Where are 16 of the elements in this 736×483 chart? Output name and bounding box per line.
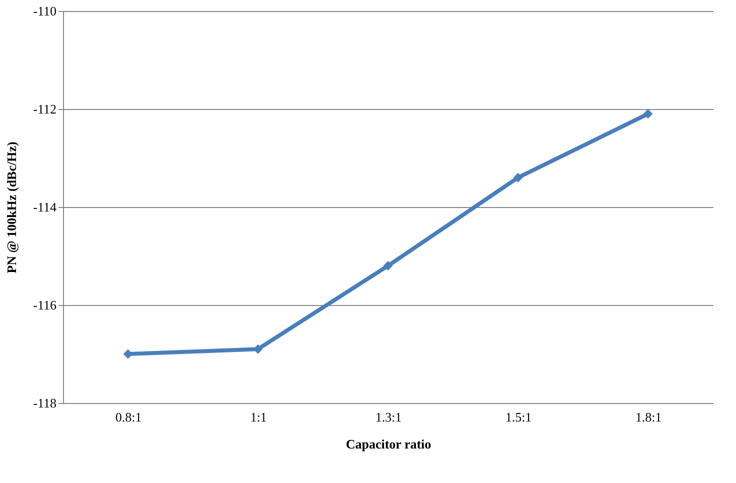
y-tick-label: -110 [33, 4, 56, 18]
x-tick-label: 0.8:1 [115, 410, 142, 424]
x-tick-label: 1.5:1 [505, 410, 532, 424]
point [383, 261, 393, 271]
y-axis-title: PN @ 100kHz (dBc/Hz) [4, 142, 20, 274]
point [513, 172, 523, 182]
point [123, 349, 133, 359]
x-axis-title: Capacitor ratio [346, 436, 432, 452]
x-tick-label: 1.8:1 [635, 410, 662, 424]
y-tick-label: -116 [33, 298, 57, 312]
y-tick-label: -118 [33, 396, 56, 410]
x-tick-label: 1.3:1 [375, 410, 402, 424]
x-tick-label: 1:1 [250, 410, 267, 424]
y-tick-label: -114 [33, 200, 57, 214]
y-tick-label: -112 [33, 102, 56, 116]
point [643, 109, 653, 119]
